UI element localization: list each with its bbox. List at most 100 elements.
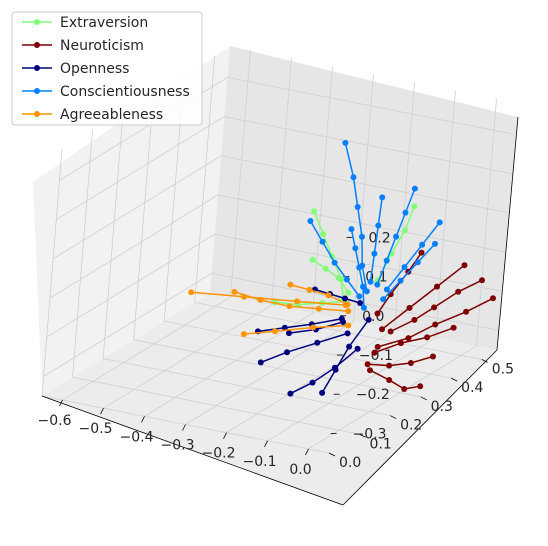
x-tick-label-1: −0.5 [79,421,113,437]
x-tick-label-6: 0.0 [289,462,311,478]
point-neuroticism-0-1 [411,316,418,323]
point-neuroticism-3-1 [386,362,393,369]
point-neuroticism-0-3 [455,288,462,295]
x-tick-mark-6 [305,448,309,456]
point-conscientiousness-3-0 [356,293,363,300]
point-neuroticism-1-1 [397,340,404,347]
point-openness-1-2 [284,349,290,356]
x-tick-label-3: −0.3 [161,438,195,454]
legend-item-openness: Openness [22,61,129,77]
point-neuroticism-4-0 [374,310,381,317]
x-tick-label-2: −0.4 [120,429,154,445]
point-openness-0-2 [281,324,288,331]
point-agreeableness-2-0 [345,322,352,329]
grid-line-y-2 [102,111,391,416]
legend-marker-conscientiousness [34,88,40,94]
x-tick-mark-5 [264,440,268,447]
legend-box [11,11,203,126]
point-conscientiousness-0-2 [359,233,365,240]
trajectory-openness-1 [260,332,348,364]
point-conscientiousness-5-0 [360,304,367,311]
point-extraversion-3-1 [335,274,342,281]
point-neuroticism-5-4 [490,295,496,302]
x-tick-mark-4 [223,432,227,439]
x-tick-label-0: −0.6 [38,413,72,429]
legend-label-neuroticism: Neuroticism [60,38,144,54]
grid-line-z-3 [49,194,506,299]
z-tick-label-3: −0.1 [359,348,393,364]
pane-left [33,46,230,396]
series-agreeableness [188,281,352,338]
y-tick-mark-3 [420,396,427,401]
point-conscientiousness-3-2 [331,259,338,266]
y-tick-label-2: 0.2 [400,418,422,434]
grid-line-y-4 [163,74,452,379]
point-neuroticism-5-3 [463,308,470,315]
legend-label-openness: Openness [60,61,129,77]
point-openness-5-1 [346,343,353,350]
trajectory-conscientiousness-4 [369,197,383,282]
point-agreeableness-1-4 [231,288,238,295]
grid-line-x-2 [144,66,333,417]
trajectory-conscientiousness-0 [344,142,368,292]
point-conscientiousness-1-3 [402,209,409,216]
y-tick-label-0: 0.0 [339,455,361,471]
trajectory-openness-2 [314,288,361,304]
trajectory-neuroticism-2 [381,264,465,330]
point-conscientiousness-4-1 [371,250,378,257]
y-tick-mark-1 [359,433,366,438]
trajectory-extraversion-1 [274,300,347,306]
plot-area [188,139,496,397]
x-tick-mark-1 [100,408,104,415]
point-neuroticism-0-0 [387,328,394,335]
grid-line-z-5 [43,272,499,377]
point-neuroticism-2-1 [406,304,413,311]
point-neuroticism-2-2 [434,283,440,290]
point-extraversion-0-3 [320,231,327,237]
point-conscientiousness-2-1 [401,264,408,271]
point-conscientiousness-6-1 [397,277,404,284]
point-agreeableness-0-3 [188,289,195,296]
point-conscientiousness-4-3 [379,194,386,201]
point-conscientiousness-0-4 [350,174,357,181]
point-openness-4-0 [340,319,347,325]
axis-ticks: −0.6 −0.5 −0.4 −0.3 −0.2 −0.1 0.0 0.0 0.1 0.2 0.3 0… [38,230,514,478]
point-conscientiousness-5-1 [360,283,366,290]
point-conscientiousness-5-4 [348,226,355,233]
point-neuroticism-2-3 [461,262,468,269]
trajectory-extraversion-3 [312,259,350,294]
legend-item-conscientiousness: Conscientiousness [22,84,190,100]
point-conscientiousness-5-3 [352,245,359,252]
point-agreeableness-1-0 [345,308,352,315]
trajectory-neuroticism-1 [374,327,454,354]
point-extraversion-2-2 [402,227,408,234]
point-conscientiousness-0-5 [342,139,349,146]
y-tick-mark-5 [481,359,488,363]
trajectory-neuroticism-6 [369,369,421,390]
z-tick-label-5: −0.3 [353,426,387,442]
point-extraversion-3-2 [322,265,329,272]
legend-item-agreeableness: Agreeableness [22,107,163,123]
point-openness-3-3 [287,390,294,397]
y-tick-label-4: 0.4 [461,380,483,396]
trajectory-neuroticism-3 [367,355,434,367]
point-openness-5-0 [365,316,372,323]
point-conscientiousness-2-0 [383,286,390,293]
point-openness-4-2 [286,330,292,337]
point-extraversion-2-3 [411,203,418,210]
x-tick-label-4: −0.2 [202,446,236,462]
grid-line-x-0 [62,50,251,401]
grid-lines [41,50,515,454]
point-openness-1-1 [314,339,321,346]
point-conscientiousness-3-4 [307,218,314,224]
point-neuroticism-1-0 [371,349,378,356]
x-tick-label-5: −0.1 [243,454,277,470]
series-openness [254,286,372,397]
point-openness-3-0 [354,345,361,352]
grid-line-z-1 [56,116,512,220]
point-neuroticism-6-1 [386,377,393,383]
point-neuroticism-3-2 [407,360,414,366]
point-conscientiousness-4-2 [375,222,382,229]
point-agreeableness-2-1 [310,324,317,331]
